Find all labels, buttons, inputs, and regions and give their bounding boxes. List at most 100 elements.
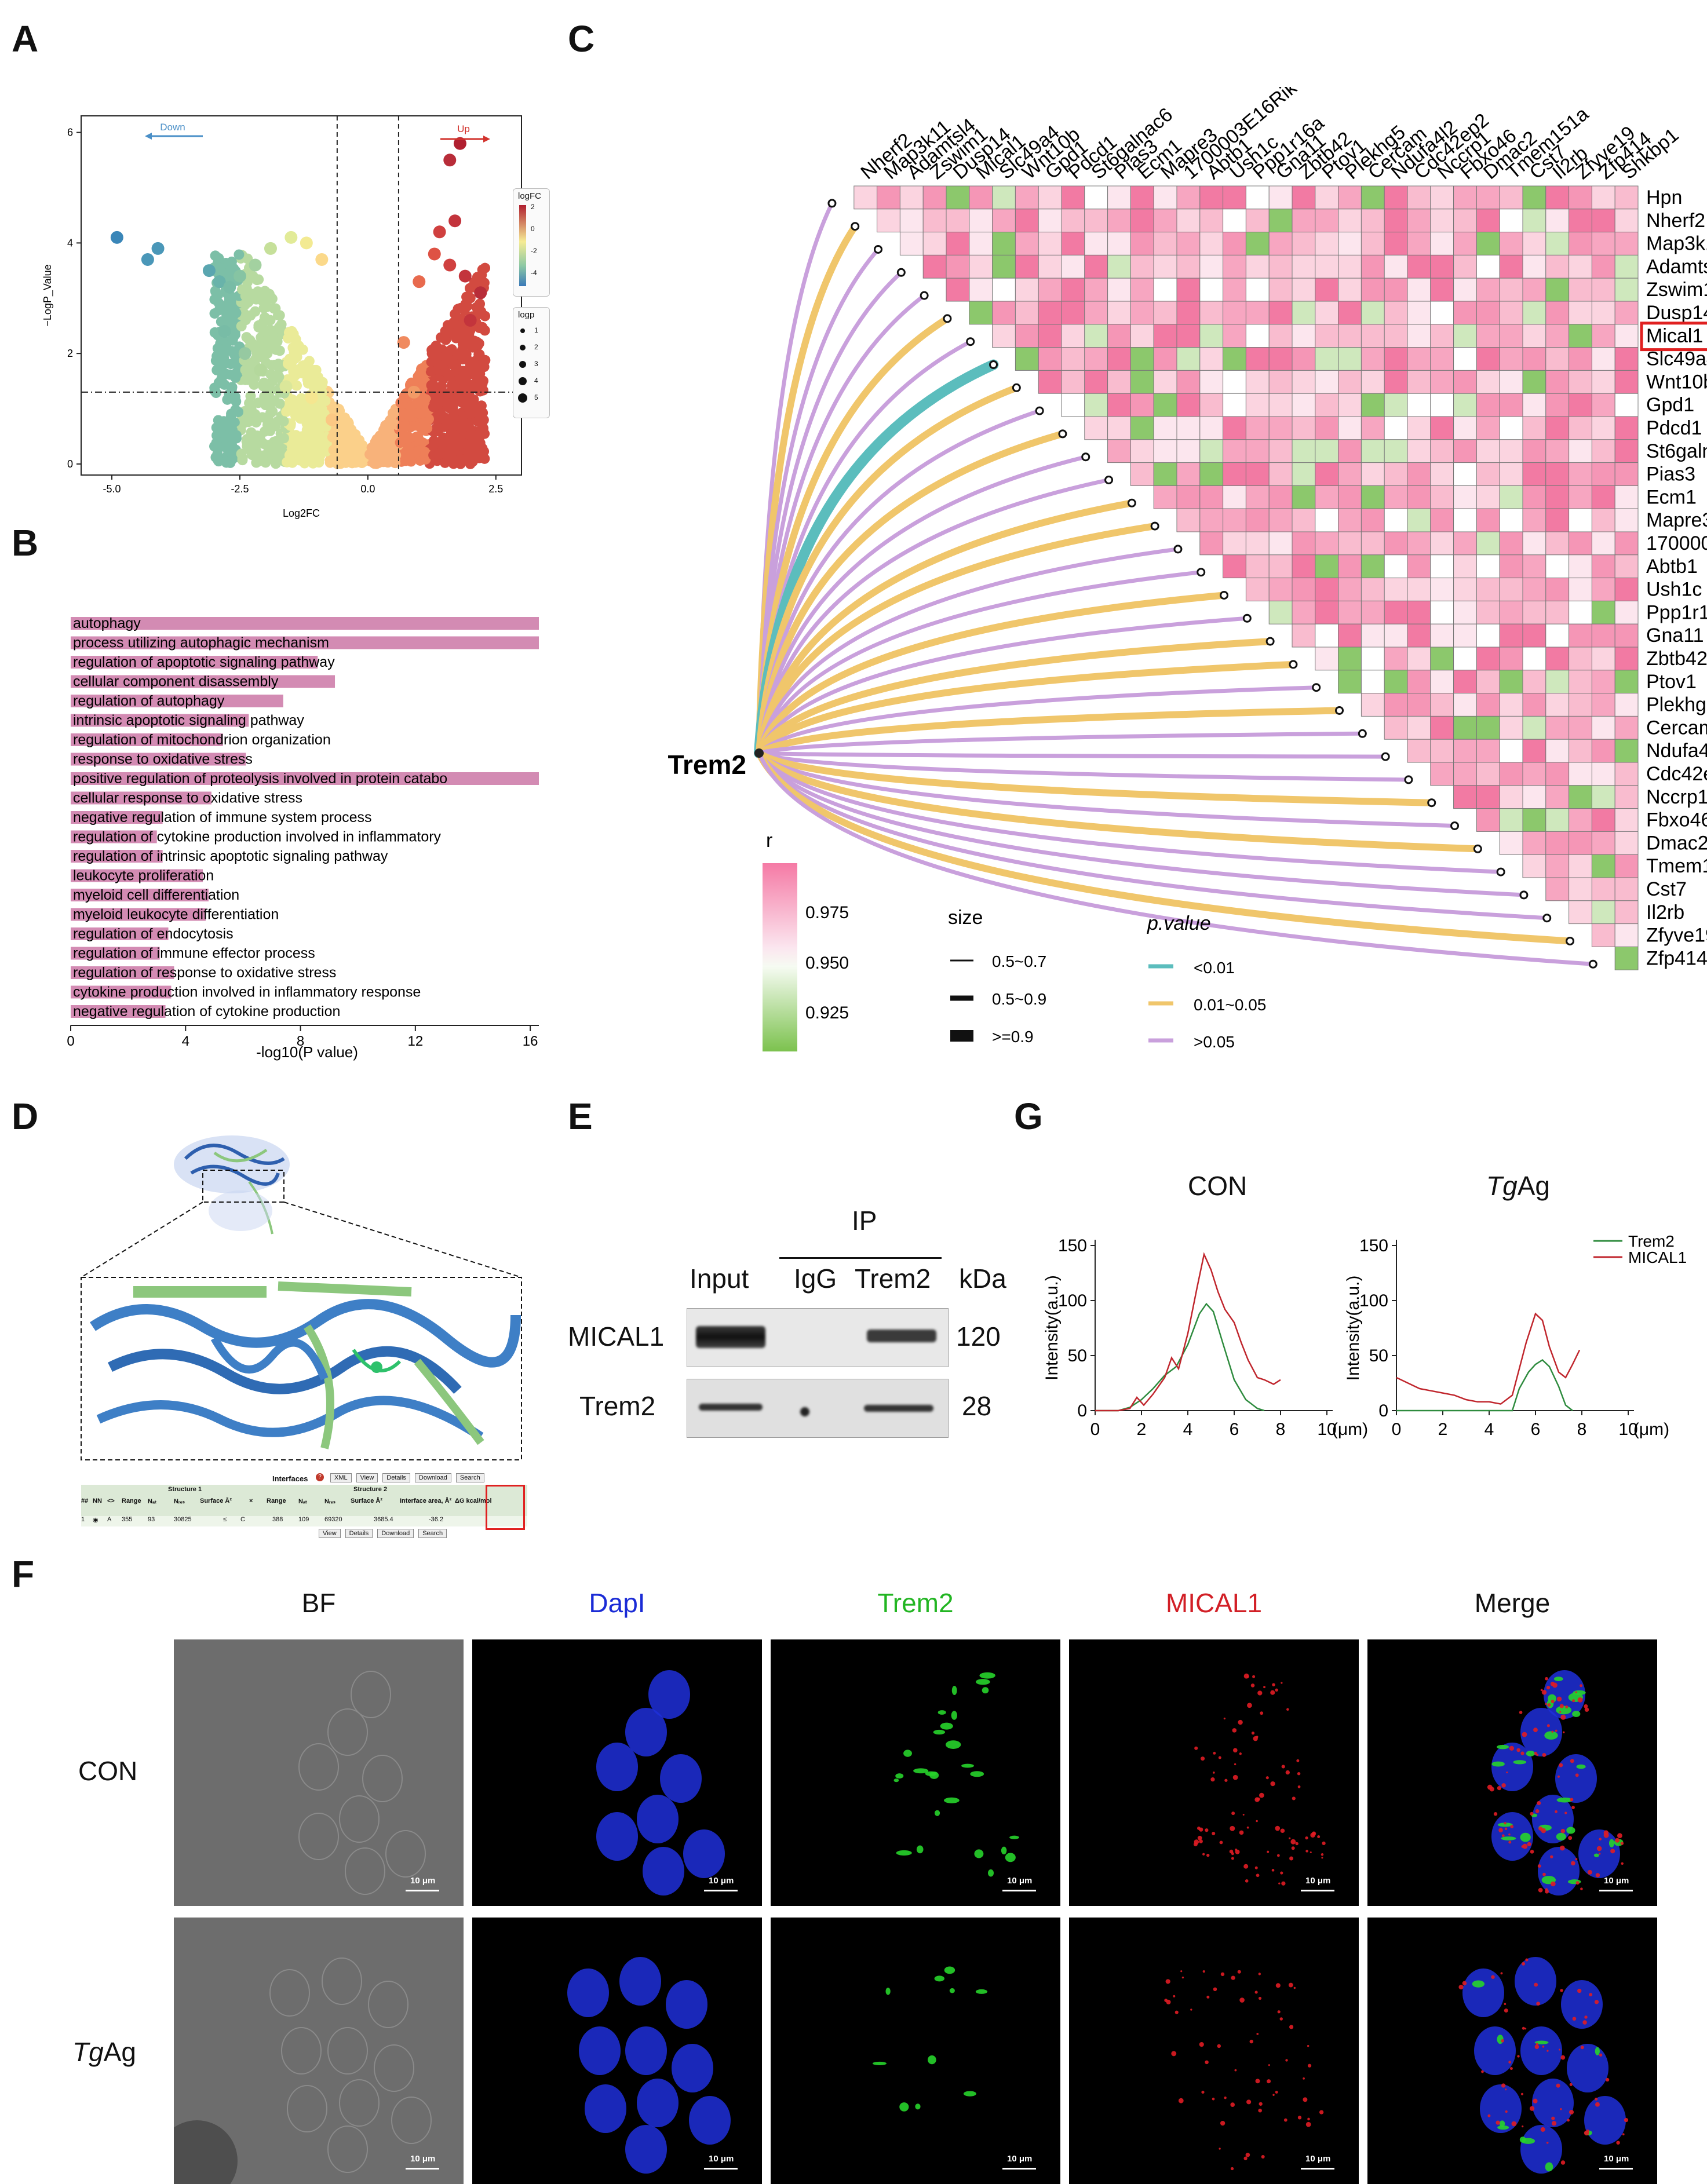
heatmap-cell — [1476, 554, 1500, 579]
download-button[interactable]: Download — [414, 1473, 451, 1482]
heatmap-cell — [1268, 301, 1293, 325]
mical1-signal — [1271, 1869, 1275, 1872]
heatmap-cell — [1591, 254, 1615, 279]
cell-outline — [374, 2044, 414, 2092]
mical1-signal — [1205, 2060, 1209, 2065]
heatmap-cell — [1522, 416, 1546, 440]
mical1-signal — [1201, 2090, 1205, 2094]
details-button[interactable]: Details — [382, 1473, 410, 1482]
mical1-signal — [1572, 2017, 1577, 2021]
mical1-signal — [1599, 2053, 1603, 2057]
heatmap-cell — [1361, 531, 1385, 556]
mical1-signal — [1501, 1783, 1506, 1788]
heatmap-cell — [1315, 578, 1339, 601]
volcano-point — [216, 316, 227, 327]
micrograph-bf-con: 10 μm — [174, 1639, 464, 1906]
heatmap-cell — [1315, 462, 1339, 486]
heatmap-cell — [1384, 531, 1408, 556]
cell-outline — [287, 2085, 327, 2132]
volcano-point — [413, 399, 424, 410]
mical1-signal — [1541, 1690, 1547, 1695]
nucleus — [1462, 1968, 1504, 2017]
heatmap-cell — [1476, 370, 1500, 394]
heatmap-cell — [1384, 670, 1408, 694]
y-tick-label: 150 — [1359, 1236, 1388, 1255]
profile-line-mical1 — [1396, 1312, 1581, 1405]
heatmap-cell — [1545, 623, 1570, 648]
debris — [174, 2120, 238, 2184]
heatmap-cell — [969, 277, 993, 302]
heatmap-cell — [1545, 508, 1570, 532]
link-endpoint — [1242, 613, 1252, 623]
heatmap-cell — [1545, 370, 1570, 394]
volcano-point — [210, 286, 221, 297]
heatmap-cell — [1591, 508, 1615, 532]
mical1-signal — [1281, 1765, 1285, 1769]
mical1-signal — [1245, 1879, 1249, 1883]
mical1-signal — [1534, 1982, 1538, 1987]
logfc-tick: -4 — [531, 269, 537, 277]
heatmap-cell — [1591, 900, 1615, 925]
mical1-signal — [1505, 2088, 1507, 2091]
nucleus — [1520, 2125, 1562, 2174]
heatmap-cell — [1569, 393, 1592, 417]
heatmap-cell — [1176, 185, 1201, 210]
volcano-point — [250, 306, 261, 317]
volcano-point — [219, 379, 230, 390]
mical1-signal — [1202, 1853, 1205, 1856]
search-button[interactable]: Search — [455, 1473, 484, 1482]
search-button[interactable]: Search — [418, 1529, 447, 1538]
heatmap-cell — [1061, 301, 1085, 325]
go-bar — [71, 889, 209, 901]
mical1-signal — [1280, 1871, 1283, 1875]
volcano-point — [302, 374, 313, 385]
mical1-signal — [1535, 1809, 1540, 1813]
heatmap-cell — [1430, 393, 1454, 417]
mical1-signal — [1175, 2010, 1179, 2014]
heatmap-cell — [1153, 301, 1177, 325]
heatmap-cell — [1476, 485, 1500, 509]
link-endpoint — [966, 337, 975, 346]
x-tick-label: 2 — [1137, 1420, 1147, 1439]
heatmap-cell — [1522, 670, 1546, 694]
heatmap-cell — [1361, 600, 1385, 624]
nucleus — [625, 2125, 667, 2174]
volcano-point — [384, 434, 395, 445]
heatmap-cell — [1499, 831, 1523, 855]
heatmap-cell — [1292, 485, 1316, 509]
view-button[interactable]: View — [356, 1473, 378, 1482]
mical1-signal — [1275, 1825, 1281, 1831]
volcano-point — [469, 335, 480, 346]
heatmap-cell — [1245, 209, 1270, 233]
volcano-point — [480, 355, 491, 366]
size-legend-label: 0.5~0.7 — [992, 952, 1046, 970]
nucleus — [1538, 1847, 1580, 1896]
heatmap-cell — [1268, 508, 1293, 532]
heatmap-cell — [1223, 554, 1246, 579]
view-button[interactable]: View — [319, 1529, 341, 1538]
help-icon[interactable]: ? — [316, 1473, 324, 1481]
trem2-signal — [916, 1845, 924, 1854]
heatmap-cell — [1107, 185, 1131, 210]
pvalue-legend-title: p.value — [1147, 912, 1211, 934]
mical1-signal — [1237, 1970, 1241, 1974]
heatmap-cell — [1407, 462, 1431, 486]
go-term-label: regulation of endocytosis — [73, 926, 234, 942]
details-button[interactable]: Details — [345, 1529, 373, 1538]
mical1-signal — [1598, 1853, 1601, 1855]
trem2-signal — [961, 1763, 974, 1768]
mical1-signal — [1267, 2079, 1271, 2084]
heatmap-cell — [1430, 762, 1454, 786]
heatmap-cell — [1361, 485, 1385, 509]
heatmap-cell — [1268, 347, 1293, 371]
xml-button[interactable]: XML — [330, 1473, 352, 1482]
heatmap-cell — [1476, 209, 1500, 233]
download-button[interactable]: Download — [377, 1529, 414, 1538]
heatmap-cell — [1338, 485, 1362, 509]
heatmap-cell — [1545, 462, 1570, 486]
volcano-point — [263, 337, 274, 348]
heatmap-cell — [1522, 831, 1546, 855]
heatmap-cell — [1130, 462, 1154, 486]
trem2-signal — [945, 1740, 961, 1749]
mical1-signal — [1239, 1752, 1242, 1755]
